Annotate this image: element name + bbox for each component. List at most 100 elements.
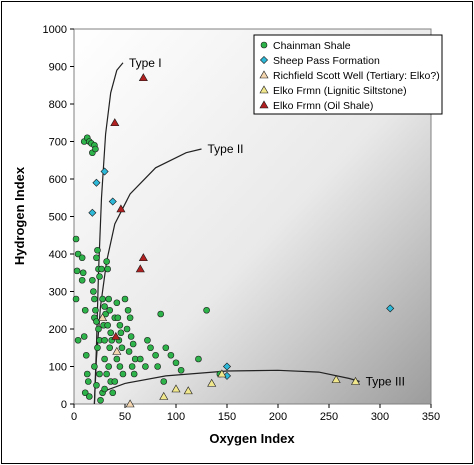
point-elko-frmn-lignitic-siltstone (207, 378, 217, 387)
point-chainman-shale (78, 276, 86, 284)
point-chainman-shale (167, 351, 175, 359)
point-chainman-shale (147, 344, 154, 352)
maturation-curves: Type I Type II Type III (93, 56, 405, 405)
point-elko-frmn-oil-shale (138, 253, 148, 262)
point-chainman-shale (106, 306, 113, 314)
point-chainman-shale (93, 318, 100, 325)
point-chainman-shale (93, 381, 100, 389)
point-chainman-shale (127, 333, 135, 340)
point-chainman-shale (101, 385, 108, 393)
point-chainman-shale (103, 370, 110, 378)
y-tick-label: 1000 (43, 24, 67, 36)
point-elko-frmn-lignitic-siltstone (351, 376, 361, 385)
point-chainman-shale (177, 366, 185, 374)
point-chainman-shale (101, 355, 108, 363)
point-chainman-shale (91, 363, 98, 370)
legend-marker-elko-frmn-oil-shale (259, 100, 269, 109)
point-chainman-shale (81, 389, 89, 397)
point-chainman-shale (154, 363, 161, 370)
legend-marker-richfield-scott-well-tertiary-elko (259, 70, 269, 79)
point-sheep-pass-formation (108, 197, 117, 206)
x-tick-label: 100 (167, 411, 185, 423)
x-axis-label: Oxygen Index (209, 431, 295, 446)
point-chainman-shale (82, 351, 90, 359)
legend-label-sheep-pass-formation: Sheep Pass Formation (273, 55, 380, 67)
legend-label-elko-frmn-oil-shale: Elko Frmn (Oil Shale) (273, 100, 373, 112)
point-chainman-shale (103, 258, 110, 265)
point-chainman-shale (152, 351, 159, 359)
point-chainman-shale (137, 355, 144, 363)
point-elko-frmn-lignitic-siltstone (183, 386, 193, 395)
legend-label-elko-frmn-lignitic-siltstone: Elko Frmn (Lignitic Siltstone) (273, 85, 407, 97)
point-chainman-shale (116, 363, 124, 370)
point-elko-frmn-lignitic-siltstone (171, 384, 181, 393)
point-chainman-shale (116, 321, 124, 329)
point-elko-frmn-oil-shale (135, 264, 145, 273)
point-chainman-shale (72, 235, 80, 243)
point-chainman-shale (113, 299, 121, 307)
point-chainman-shale (101, 336, 108, 344)
point-elko-frmn-oil-shale (138, 73, 148, 82)
point-chainman-shale (91, 295, 98, 303)
point-chainman-shale (93, 254, 100, 262)
point-richfield-scott-well-tertiary-elko (112, 346, 122, 355)
point-chainman-shale (128, 363, 136, 370)
point-chainman-shale (124, 306, 132, 314)
point-chainman-shale (74, 250, 82, 258)
x-tick-label: 250 (320, 411, 338, 423)
point-chainman-shale (86, 393, 93, 400)
point-richfield-scott-well-tertiary-elko (98, 313, 108, 322)
point-chainman-shale (105, 295, 112, 303)
point-chainman-shale (130, 370, 138, 378)
point-chainman-shale (109, 389, 117, 397)
x-tick-label: 300 (371, 411, 389, 423)
point-elko-frmn-oil-shale (111, 331, 121, 340)
point-chainman-shale (83, 370, 91, 378)
point-sheep-pass-formation (100, 167, 109, 176)
point-chainman-shale (90, 288, 97, 295)
point-chainman-shale (78, 254, 86, 262)
point-sheep-pass-formation (386, 304, 395, 313)
point-chainman-shale (89, 276, 96, 284)
x-tick-label: 350 (422, 411, 440, 423)
curve-type-i (93, 62, 124, 405)
point-chainman-shale (125, 348, 133, 355)
point-chainman-shale (106, 344, 113, 352)
curve-type-iii (99, 369, 360, 394)
point-chainman-shale (119, 370, 127, 378)
point-chainman-shale (73, 267, 81, 275)
point-chainman-shale (111, 378, 119, 385)
point-elko-frmn-oil-shale (110, 118, 120, 127)
legend-label-richfield-scott-well-tertiary-elko: Richfield Scott Well (Tertiary: Elko?) (273, 70, 440, 82)
point-chainman-shale (121, 295, 129, 303)
point-sheep-pass-formation (92, 178, 101, 187)
legend-marker-elko-frmn-lignitic-siltstone (259, 85, 269, 94)
point-chainman-shale (80, 333, 88, 340)
y-tick-label: 700 (49, 137, 67, 149)
legend-box (253, 34, 443, 115)
legend-marker-sheep-pass-formation (259, 55, 269, 65)
point-chainman-shale (96, 370, 103, 378)
y-tick-label: 500 (49, 212, 67, 224)
legend-marker-chainman-shale (260, 41, 268, 49)
point-chainman-shale (72, 295, 80, 303)
point-chainman-shale (74, 336, 82, 344)
point-chainman-shale (92, 306, 99, 314)
point-chainman-shale (117, 329, 125, 337)
point-chainman-shale (101, 303, 108, 310)
curve-label-type-i: Type I (129, 56, 162, 70)
point-sheep-pass-formation (88, 208, 97, 217)
point-chainman-shale (94, 344, 101, 352)
point-chainman-shale (126, 314, 134, 322)
point-elko-frmn-lignitic-siltstone (331, 375, 341, 383)
point-elko-frmn-lignitic-siltstone (159, 391, 169, 400)
legend: Chainman Shale Sheep Pass Formation Richfi… (253, 34, 443, 115)
curve-label-type-ii: Type II (208, 142, 244, 156)
y-tick-label: 0 (61, 399, 67, 411)
point-chainman-shale (104, 265, 111, 273)
point-chainman-shale (99, 295, 106, 303)
point-chainman-shale (92, 145, 99, 153)
point-chainman-shale (81, 306, 89, 314)
y-tick-label: 900 (49, 62, 67, 74)
